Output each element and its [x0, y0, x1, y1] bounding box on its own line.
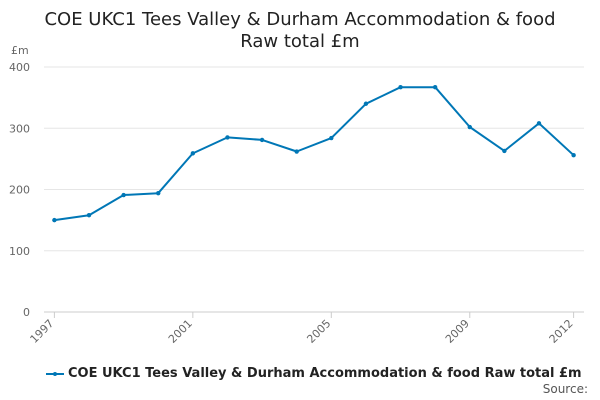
- data-point[interactable]: [259, 137, 265, 143]
- y-tick-label: 200: [9, 184, 30, 197]
- data-point[interactable]: [536, 121, 542, 126]
- y-tick-label: 400: [9, 61, 30, 74]
- legend-label: COE UKC1 Tees Valley & Durham Accommodat…: [68, 366, 582, 381]
- chart-title: COE UKC1 Tees Valley & Durham Accommodat…: [44, 9, 556, 30]
- y-axis-unit-label: £m: [11, 44, 29, 57]
- data-point[interactable]: [225, 135, 230, 140]
- chart-subtitle: Raw total £m: [240, 31, 360, 52]
- data-point[interactable]: [432, 85, 438, 90]
- legend[interactable]: COE UKC1 Tees Valley & Durham Accommodat…: [46, 366, 582, 381]
- data-point[interactable]: [329, 135, 334, 141]
- x-tick-label: 2009: [443, 317, 472, 346]
- x-tick-label: 1997: [28, 317, 57, 346]
- source-label: Source:: [542, 382, 588, 396]
- y-tick-label: 100: [9, 245, 30, 258]
- data-point[interactable]: [398, 85, 403, 90]
- data-point[interactable]: [190, 151, 196, 156]
- x-tick-label: 2012: [547, 317, 576, 346]
- data-point[interactable]: [52, 217, 57, 223]
- legend-line-marker-icon: [46, 369, 64, 379]
- data-point[interactable]: [86, 213, 92, 218]
- x-tick-label: 2001: [166, 317, 195, 346]
- y-tick-label: 0: [23, 306, 30, 319]
- data-point[interactable]: [121, 192, 126, 198]
- data-point[interactable]: [571, 153, 576, 158]
- series-line: [54, 86, 575, 222]
- y-tick-label: 300: [9, 122, 30, 135]
- data-point[interactable]: [156, 190, 161, 196]
- data-point[interactable]: [467, 124, 472, 130]
- data-point[interactable]: [363, 101, 369, 106]
- x-tick-label: 2005: [304, 317, 333, 346]
- data-point[interactable]: [294, 149, 299, 154]
- data-point[interactable]: [502, 148, 507, 154]
